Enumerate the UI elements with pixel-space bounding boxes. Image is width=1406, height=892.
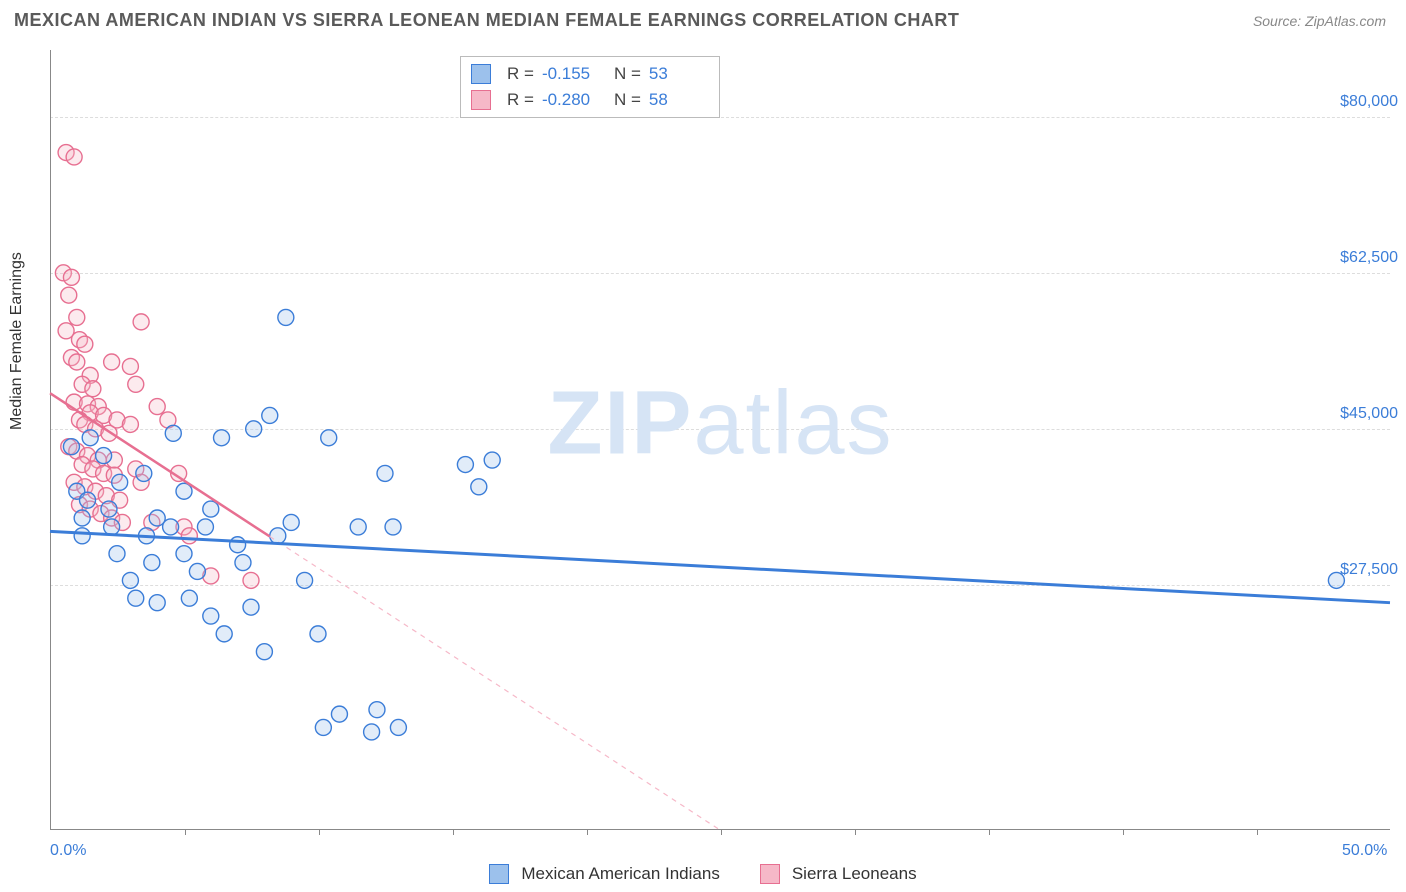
n-value-pink: 58 <box>649 87 709 113</box>
data-point <box>390 719 406 735</box>
data-point <box>101 501 117 517</box>
y-tick-label: $45,000 <box>1340 405 1398 423</box>
data-point <box>256 644 272 660</box>
data-point <box>133 314 149 330</box>
data-point <box>385 519 401 535</box>
data-point <box>136 465 152 481</box>
data-point <box>69 354 85 370</box>
data-point <box>63 269 79 285</box>
data-point <box>364 724 380 740</box>
data-point <box>149 595 165 611</box>
data-point <box>104 519 120 535</box>
trend-line <box>50 531 1390 602</box>
data-point <box>74 510 90 526</box>
stats-row-pink: R = -0.280 N = 58 <box>471 87 709 113</box>
data-point <box>149 399 165 415</box>
data-point <box>197 519 213 535</box>
stats-legend: R = -0.155 N = 53 R = -0.280 N = 58 <box>460 56 720 118</box>
data-point <box>61 287 77 303</box>
n-value-blue: 53 <box>649 61 709 87</box>
data-point <box>297 572 313 588</box>
data-point <box>278 309 294 325</box>
data-point <box>82 430 98 446</box>
data-point <box>457 457 473 473</box>
bottom-legend: Mexican American Indians Sierra Leoneans <box>0 864 1406 884</box>
data-point <box>369 702 385 718</box>
data-point <box>66 149 82 165</box>
data-point <box>350 519 366 535</box>
y-axis-label: Median Female Earnings <box>8 252 26 430</box>
trend-line-extrapolated <box>270 536 720 830</box>
x-tick-label: 50.0% <box>1342 842 1387 860</box>
data-point <box>270 528 286 544</box>
data-point <box>315 719 331 735</box>
data-point <box>243 599 259 615</box>
data-point <box>163 519 179 535</box>
data-point <box>262 407 278 423</box>
r-value-pink: -0.280 <box>542 87 602 113</box>
data-point <box>112 474 128 490</box>
data-point <box>96 448 112 464</box>
data-point <box>331 706 347 722</box>
swatch-blue <box>489 864 509 884</box>
y-tick-label: $27,500 <box>1340 561 1398 579</box>
y-tick-label: $62,500 <box>1340 249 1398 267</box>
source-attribution: Source: ZipAtlas.com <box>1253 13 1386 29</box>
data-point <box>128 376 144 392</box>
data-point <box>122 572 138 588</box>
data-point <box>74 528 90 544</box>
data-point <box>128 590 144 606</box>
x-tick-label: 0.0% <box>50 842 86 860</box>
data-point <box>109 546 125 562</box>
data-point <box>214 430 230 446</box>
data-point <box>77 336 93 352</box>
legend-item-blue: Mexican American Indians <box>489 864 719 884</box>
data-point <box>321 430 337 446</box>
data-point <box>69 309 85 325</box>
data-point <box>144 555 160 571</box>
data-point <box>104 354 120 370</box>
data-point <box>181 590 197 606</box>
data-point <box>189 563 205 579</box>
data-point <box>122 358 138 374</box>
data-point <box>471 479 487 495</box>
data-point <box>246 421 262 437</box>
data-point <box>122 416 138 432</box>
data-point <box>85 381 101 397</box>
data-point <box>377 465 393 481</box>
r-value-blue: -0.155 <box>542 61 602 87</box>
data-point <box>230 537 246 553</box>
data-point <box>235 555 251 571</box>
legend-item-pink: Sierra Leoneans <box>760 864 917 884</box>
legend-label: Mexican American Indians <box>521 864 719 884</box>
data-point <box>203 501 219 517</box>
data-point <box>484 452 500 468</box>
y-tick-label: $80,000 <box>1340 93 1398 111</box>
data-point <box>165 425 181 441</box>
swatch-pink <box>760 864 780 884</box>
data-point <box>310 626 326 642</box>
data-point <box>283 514 299 530</box>
data-point <box>63 439 79 455</box>
swatch-blue <box>471 64 491 84</box>
data-point <box>243 572 259 588</box>
data-point <box>203 608 219 624</box>
data-point <box>176 546 192 562</box>
data-point <box>80 492 96 508</box>
legend-label: Sierra Leoneans <box>792 864 917 884</box>
data-point <box>216 626 232 642</box>
chart-title: MEXICAN AMERICAN INDIAN VS SIERRA LEONEA… <box>14 10 959 31</box>
scatter-plot-svg <box>50 50 1390 830</box>
data-point <box>181 528 197 544</box>
swatch-pink <box>471 90 491 110</box>
stats-row-blue: R = -0.155 N = 53 <box>471 61 709 87</box>
